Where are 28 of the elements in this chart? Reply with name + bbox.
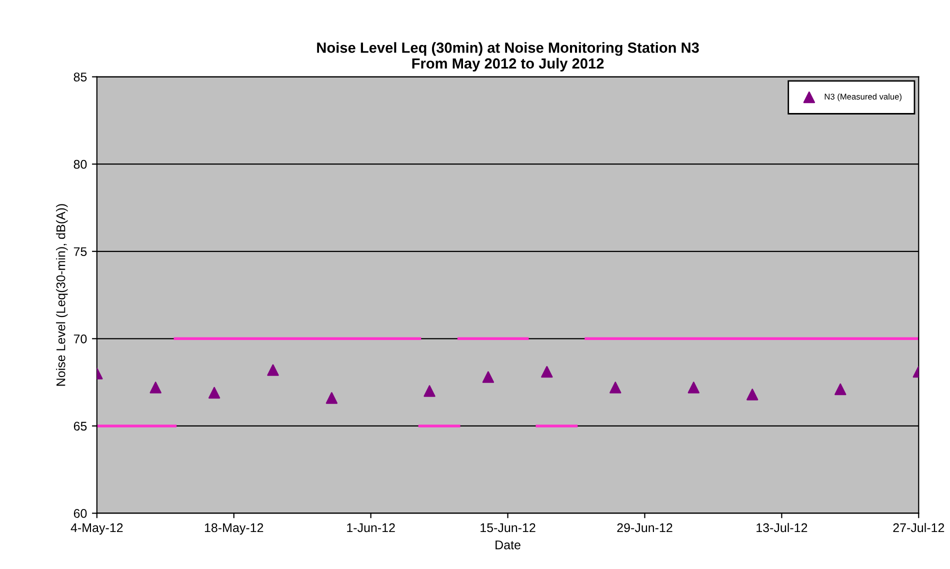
point [482, 371, 494, 383]
y-tick-label: 70 [74, 334, 87, 344]
point [150, 382, 162, 394]
y-tick-label: 80 [74, 160, 87, 169]
legend-label: N3 (Measured value) [824, 93, 902, 102]
chart-title: Noise Level Leq (30min) at Noise Monitoring Station N3 From May 2012 to July 2012 [317, 42, 699, 72]
x-axis-title: Date [496, 540, 520, 550]
point [267, 364, 279, 376]
y-tick-label: 60 [74, 509, 87, 518]
y-axis-title: Noise Level (Leq(30-min), dB(A)) [56, 204, 68, 386]
x-tick-label: 13-Jul-12 [756, 522, 808, 532]
point [834, 383, 846, 396]
point [610, 382, 622, 394]
y-tick-label: 85 [74, 72, 87, 82]
x-tick-label: 29-Jun-12 [617, 523, 672, 532]
x-tick-label: 15-Jun-12 [480, 523, 536, 532]
y-tick-label: 65 [74, 422, 87, 431]
point [424, 385, 436, 397]
x-tick-label: 1-Jun-12 [347, 523, 395, 532]
point [541, 366, 553, 378]
x-tick-label: 27-Jul-12 [893, 522, 944, 532]
point [208, 386, 220, 399]
point [746, 388, 758, 400]
x-tick-label: 18-May-12 [204, 523, 264, 535]
point [688, 382, 700, 394]
y-tick-label: 75 [74, 247, 87, 256]
point [326, 392, 338, 404]
x-tick-label: 4-May-12 [70, 523, 123, 535]
